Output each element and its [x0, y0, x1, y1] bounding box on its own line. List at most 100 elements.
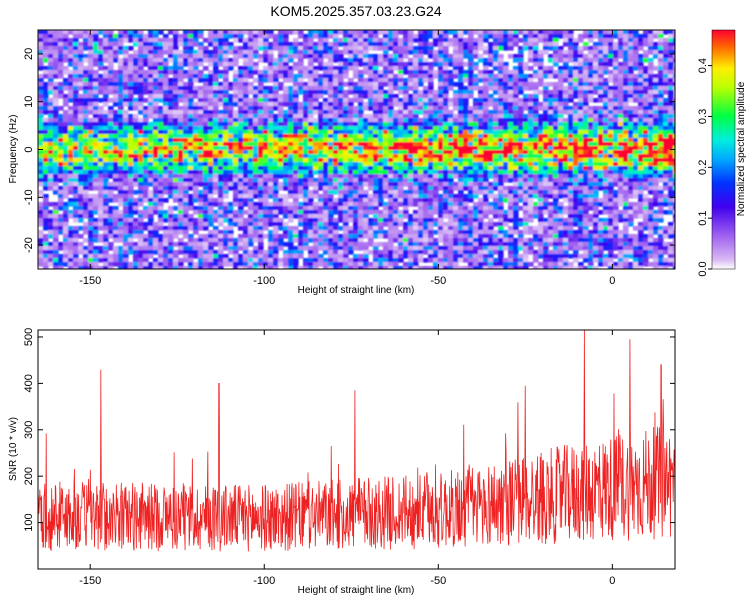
heatmap-cell	[628, 34, 634, 39]
heatmap-cell	[623, 158, 629, 163]
heatmap-cell	[373, 38, 379, 43]
heatmap-cell	[623, 42, 629, 47]
heatmap-cell	[263, 162, 269, 167]
heatmap-cell	[618, 186, 624, 191]
heatmap-cell	[348, 114, 354, 119]
heatmap-cell	[448, 30, 454, 35]
heatmap-cell	[138, 102, 144, 107]
heatmap-cell	[333, 110, 339, 115]
heatmap-cell	[438, 170, 444, 175]
heatmap-cell	[663, 38, 669, 43]
heatmap-cell	[608, 122, 614, 127]
heatmap-cell	[518, 134, 524, 139]
heatmap-cell	[613, 174, 619, 179]
heatmap-cell	[383, 134, 389, 139]
heatmap-cell	[478, 182, 484, 187]
heatmap-cell	[53, 34, 59, 39]
heatmap-cell	[348, 42, 354, 47]
heatmap-cell	[148, 194, 154, 199]
heatmap-cell	[473, 86, 479, 91]
heatmap-cell	[93, 186, 99, 191]
heatmap-cell	[278, 70, 284, 75]
heatmap-cell	[318, 122, 324, 127]
heatmap-cell	[563, 66, 569, 71]
heatmap-cell	[403, 190, 409, 195]
heatmap-cell	[138, 150, 144, 155]
heatmap-cell	[53, 138, 59, 143]
heatmap-cell	[188, 126, 194, 131]
heatmap-cell	[393, 154, 399, 159]
heatmap-cell	[278, 170, 284, 175]
heatmap-cell	[483, 146, 489, 151]
heatmap-cell	[158, 130, 164, 135]
heatmap-cell	[43, 194, 49, 199]
heatmap-cell	[198, 118, 204, 123]
heatmap-cell	[583, 90, 589, 95]
heatmap-cell	[258, 38, 264, 43]
heatmap-cell	[383, 174, 389, 179]
heatmap-cell	[443, 42, 449, 47]
heatmap-cell	[613, 94, 619, 99]
heatmap-cell	[463, 162, 469, 167]
heatmap-cell	[158, 146, 164, 151]
heatmap-cell	[318, 94, 324, 99]
heatmap-cell	[353, 50, 359, 55]
heatmap-cell	[473, 126, 479, 131]
heatmap-cell	[148, 138, 154, 143]
heatmap-cell	[523, 82, 529, 87]
heatmap-cell	[253, 102, 259, 107]
heatmap-cell	[203, 126, 209, 131]
heatmap-cell	[263, 74, 269, 79]
heatmap-cell	[443, 114, 449, 119]
heatmap-cell	[198, 90, 204, 95]
heatmap-cell	[98, 50, 104, 55]
heatmap-cell	[403, 94, 409, 99]
heatmap-cell	[108, 174, 114, 179]
heatmap-cell	[538, 114, 544, 119]
heatmap-cell	[318, 62, 324, 67]
heatmap-cell	[213, 126, 219, 131]
heatmap-cell	[398, 162, 404, 167]
heatmap-cell	[378, 122, 384, 127]
heatmap-cell	[448, 54, 454, 59]
heatmap-cell	[343, 38, 349, 43]
heatmap-cell	[258, 126, 264, 131]
heatmap-cell	[403, 70, 409, 75]
heatmap-cell	[48, 134, 54, 139]
heatmap-cell	[218, 82, 224, 87]
heatmap-cell	[668, 118, 674, 123]
heatmap-cell	[118, 170, 124, 175]
heatmap-cell	[293, 142, 299, 147]
heatmap-cell	[83, 170, 89, 175]
heatmap-cell	[253, 162, 259, 167]
heatmap-cell	[453, 118, 459, 123]
heatmap-cell	[608, 50, 614, 55]
heatmap-cell	[503, 102, 509, 107]
heatmap-cell	[43, 154, 49, 159]
heatmap-cell	[108, 146, 114, 151]
heatmap-cell	[608, 34, 614, 39]
heatmap-cell	[123, 150, 129, 155]
heatmap-cell	[163, 66, 169, 71]
heatmap-cell	[388, 122, 394, 127]
heatmap-cell	[93, 106, 99, 111]
heatmap-cell	[323, 30, 329, 35]
heatmap-cell	[668, 90, 674, 95]
heatmap-cell	[528, 142, 534, 147]
heatmap-cell	[208, 78, 214, 83]
heatmap-cell	[613, 178, 619, 183]
heatmap-cell	[283, 170, 289, 175]
heatmap-cell	[448, 82, 454, 87]
heatmap-cell	[138, 146, 144, 151]
heatmap-cell	[343, 74, 349, 79]
heatmap-cell	[528, 170, 534, 175]
heatmap-cell	[58, 82, 64, 87]
heatmap-cell	[358, 118, 364, 123]
heatmap-cell	[518, 74, 524, 79]
heatmap-cell	[463, 74, 469, 79]
heatmap-cell	[423, 38, 429, 43]
heatmap-cell	[173, 114, 179, 119]
heatmap-cell	[83, 122, 89, 127]
heatmap-cell	[203, 178, 209, 183]
heatmap-cell	[308, 166, 314, 171]
